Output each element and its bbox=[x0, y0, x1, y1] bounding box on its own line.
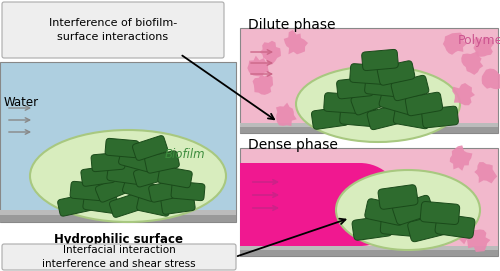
Ellipse shape bbox=[30, 130, 226, 222]
FancyBboxPatch shape bbox=[83, 193, 117, 213]
FancyBboxPatch shape bbox=[362, 49, 399, 70]
Polygon shape bbox=[482, 69, 500, 89]
Polygon shape bbox=[276, 103, 296, 126]
FancyBboxPatch shape bbox=[171, 181, 205, 201]
FancyBboxPatch shape bbox=[352, 216, 392, 240]
FancyBboxPatch shape bbox=[136, 194, 172, 216]
FancyBboxPatch shape bbox=[134, 163, 168, 187]
Text: Water: Water bbox=[4, 96, 39, 109]
Bar bbox=[240, 123, 498, 133]
FancyBboxPatch shape bbox=[70, 181, 104, 201]
Bar bbox=[0, 210, 236, 222]
Polygon shape bbox=[450, 145, 472, 171]
Polygon shape bbox=[248, 56, 269, 76]
FancyBboxPatch shape bbox=[435, 214, 475, 238]
FancyBboxPatch shape bbox=[406, 92, 442, 116]
FancyBboxPatch shape bbox=[367, 104, 405, 130]
FancyBboxPatch shape bbox=[161, 194, 195, 214]
FancyBboxPatch shape bbox=[2, 2, 224, 58]
Text: Dilute phase: Dilute phase bbox=[248, 18, 336, 32]
FancyBboxPatch shape bbox=[105, 138, 139, 158]
Text: Interfacial interaction
interference and shear stress: Interfacial interaction interference and… bbox=[42, 246, 196, 269]
FancyBboxPatch shape bbox=[144, 151, 180, 173]
FancyBboxPatch shape bbox=[148, 180, 184, 202]
Polygon shape bbox=[260, 41, 281, 64]
Bar bbox=[240, 28, 498, 133]
FancyBboxPatch shape bbox=[364, 75, 402, 97]
Text: Biofilm: Biofilm bbox=[164, 148, 205, 161]
Bar bbox=[240, 163, 360, 246]
FancyBboxPatch shape bbox=[122, 177, 158, 201]
FancyBboxPatch shape bbox=[336, 77, 374, 99]
Polygon shape bbox=[252, 75, 273, 95]
FancyBboxPatch shape bbox=[378, 61, 414, 85]
FancyBboxPatch shape bbox=[58, 194, 92, 216]
Bar bbox=[240, 148, 498, 256]
FancyBboxPatch shape bbox=[312, 107, 348, 129]
FancyBboxPatch shape bbox=[96, 176, 130, 202]
FancyBboxPatch shape bbox=[365, 199, 405, 225]
FancyBboxPatch shape bbox=[391, 75, 429, 101]
FancyBboxPatch shape bbox=[91, 152, 125, 172]
FancyBboxPatch shape bbox=[379, 89, 417, 115]
Polygon shape bbox=[284, 30, 308, 54]
Bar bbox=[240, 246, 498, 256]
FancyBboxPatch shape bbox=[132, 136, 168, 160]
Polygon shape bbox=[462, 51, 483, 75]
FancyBboxPatch shape bbox=[420, 202, 460, 224]
FancyBboxPatch shape bbox=[110, 193, 144, 217]
FancyBboxPatch shape bbox=[380, 214, 420, 237]
Bar bbox=[240, 123, 498, 127]
Polygon shape bbox=[443, 33, 466, 55]
FancyBboxPatch shape bbox=[107, 164, 141, 184]
Bar bbox=[240, 246, 498, 250]
FancyBboxPatch shape bbox=[158, 166, 192, 188]
Ellipse shape bbox=[296, 66, 460, 142]
Polygon shape bbox=[452, 83, 475, 105]
Text: Dense phase: Dense phase bbox=[248, 138, 338, 152]
Text: Polymer: Polymer bbox=[458, 34, 500, 47]
FancyBboxPatch shape bbox=[81, 166, 115, 186]
FancyBboxPatch shape bbox=[394, 105, 430, 129]
Ellipse shape bbox=[336, 170, 480, 250]
Polygon shape bbox=[467, 230, 490, 252]
Polygon shape bbox=[450, 221, 472, 244]
FancyBboxPatch shape bbox=[118, 148, 154, 172]
FancyBboxPatch shape bbox=[378, 185, 418, 209]
FancyBboxPatch shape bbox=[351, 87, 389, 115]
FancyBboxPatch shape bbox=[408, 214, 449, 242]
FancyBboxPatch shape bbox=[2, 244, 236, 270]
Polygon shape bbox=[474, 162, 497, 183]
FancyBboxPatch shape bbox=[422, 106, 459, 128]
Text: Hydrophilic surface: Hydrophilic surface bbox=[54, 233, 182, 246]
Bar bbox=[0, 210, 236, 215]
FancyBboxPatch shape bbox=[392, 195, 434, 225]
FancyBboxPatch shape bbox=[340, 105, 376, 127]
Text: Interference of biofilm-
surface interactions: Interference of biofilm- surface interac… bbox=[49, 18, 177, 42]
FancyBboxPatch shape bbox=[350, 64, 386, 84]
Polygon shape bbox=[474, 37, 494, 57]
Bar bbox=[0, 62, 236, 222]
FancyBboxPatch shape bbox=[324, 93, 360, 113]
Ellipse shape bbox=[318, 163, 402, 246]
